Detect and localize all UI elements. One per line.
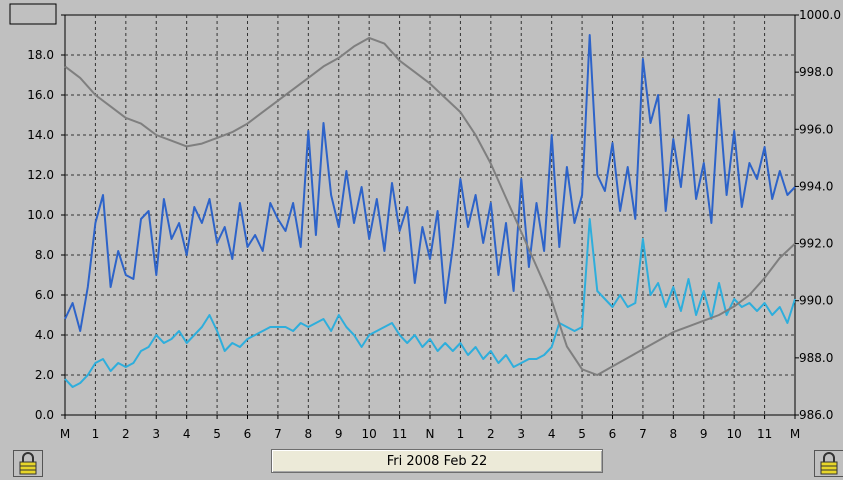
left-axis-ticks: 0.02.04.06.08.010.012.014.016.018.020.0 [27,8,65,422]
left-tick-label: 16.0 [27,88,54,102]
x-tick-label: 10 [727,427,742,441]
x-tick-label: 2 [122,427,130,441]
x-tick-label: 5 [213,427,221,441]
series-lines [64,34,796,388]
right-tick-label: 988.0 [799,351,833,365]
x-tick-label: 1 [457,427,465,441]
series-line-3 [64,36,796,376]
left-tick-label: 0.0 [35,408,54,422]
series-line-1 [64,34,796,332]
left-tick-label: 8.0 [35,248,54,262]
x-tick-label: 7 [639,427,647,441]
series-line-2 [64,218,796,388]
lock-icon [19,452,37,475]
x-tick-label: M [60,427,70,441]
left-tick-label: 2.0 [35,368,54,382]
right-axis-ticks: 986.0 988.0 990.0 992.0 994.0 996.0 998.0 1000.… [795,8,841,422]
x-tick-label: 1 [92,427,100,441]
right-tick-label: 992.0 [799,237,833,251]
right-tick-label: 994.0 [799,179,833,193]
x-tick-label: 7 [274,427,282,441]
right-tick-label: 990.0 [799,294,833,308]
x-tick-label: 9 [700,427,708,441]
top-left-value-box [9,3,57,25]
left-tick-label: 6.0 [35,288,54,302]
left-tick-label: 10.0 [27,208,54,222]
x-tick-label: 2 [487,427,495,441]
left-lock-button[interactable] [13,450,43,477]
x-tick-label: 4 [548,427,556,441]
date-label: Fri 2008 Feb 22 [386,453,488,469]
x-tick-label: 5 [578,427,586,441]
x-tick-label: 3 [517,427,525,441]
left-tick-label: 12.0 [27,168,54,182]
x-tick-label: M [790,427,800,441]
x-tick-label: 8 [670,427,678,441]
right-lock-button[interactable] [814,450,843,477]
x-tick-label: 6 [609,427,617,441]
left-tick-label: 18.0 [27,48,54,62]
x-axis-ticks: M 1 2 3 4 5 6 7 8 9 10 11 N 1 2 3 4 5 6 7 8 9 10 11 M [60,415,800,441]
right-tick-label: 986.0 [799,408,833,422]
x-tick-label: 3 [152,427,160,441]
weather-chart: 0.02.04.06.08.010.012.014.016.018.020.0 … [9,3,841,441]
x-tick-label: 11 [757,427,772,441]
date-selector-button[interactable]: Fri 2008 Feb 22 [271,449,603,473]
right-tick-label: 996.0 [799,122,833,136]
x-tick-label: 8 [305,427,313,441]
right-tick-label: 1000.0 [799,8,841,22]
x-tick-label: 11 [392,427,407,441]
lock-icon [820,452,838,475]
x-tick-label: 9 [335,427,343,441]
left-tick-label: 4.0 [35,328,54,342]
x-tick-label: 6 [244,427,252,441]
right-tick-label: 998.0 [799,65,833,79]
x-tick-label: N [426,427,435,441]
x-tick-label: 10 [362,427,377,441]
left-tick-label: 14.0 [27,128,54,142]
x-tick-label: 4 [183,427,191,441]
